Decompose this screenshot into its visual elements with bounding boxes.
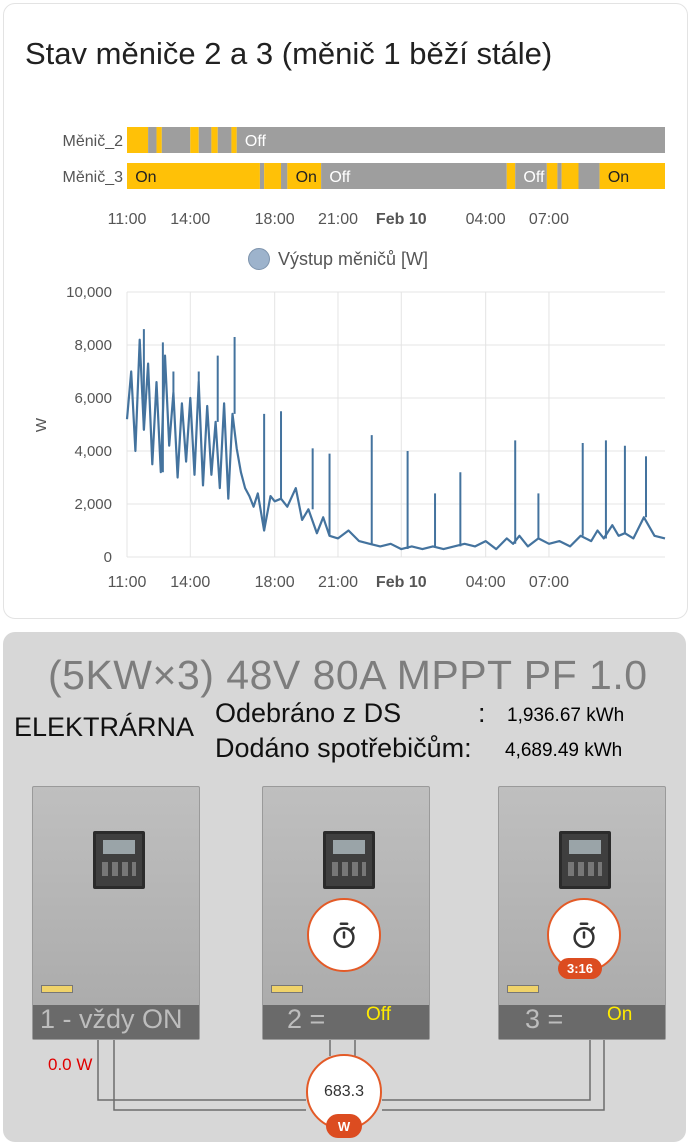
timeline-segment-off — [236, 127, 665, 153]
legend-label: Výstup měničů [W] — [278, 248, 429, 269]
output-power-value: 683.3 — [323, 1083, 365, 1100]
x-tick-label: Feb 10 — [376, 574, 427, 591]
load-delivered-value[interactable]: 4,689.49 kWh — [505, 740, 623, 761]
timeline-segment-off — [217, 127, 232, 153]
inverter-1-label: 1 - vždy ON — [40, 1004, 183, 1034]
output-power-unit-badge[interactable]: W — [326, 1114, 362, 1138]
timeline-segment-on — [211, 127, 218, 153]
timeline-state-label: On — [135, 169, 156, 186]
grid-import-value[interactable]: 1,936.67 kWh — [507, 705, 625, 726]
x-tick-label: 21:00 — [318, 574, 358, 591]
power-line-chart[interactable]: 0 2,000 4,000 6,000 8,000 10,000 11:00 14:00 18:… — [0, 280, 690, 600]
y-tick-label: 6,000 — [74, 390, 112, 407]
timeline-chart[interactable]: Měnič_2 Off Měnič_3 On On Off Off On 11:00 14:00 1… — [0, 110, 690, 235]
timeline-segment-on — [156, 127, 162, 153]
y-tick-label: 0 — [104, 549, 112, 566]
timeline-segment-on — [127, 163, 260, 189]
inverter-1-display — [93, 831, 145, 889]
timeline-state-label: Off — [523, 169, 545, 186]
timeline-segment-on — [190, 127, 199, 153]
inverter-1-base — [33, 1005, 199, 1039]
timeline-state-label: On — [608, 169, 629, 186]
timeline-segment-off — [557, 163, 562, 189]
timeline-segment-on — [506, 163, 516, 189]
x-tick-label: 14:00 — [170, 574, 210, 591]
timeline-segment-off — [148, 127, 157, 153]
inverter-3-display — [559, 831, 611, 889]
y-tick-label: 8,000 — [74, 337, 112, 354]
inverter-3-status: On — [607, 1004, 633, 1025]
timeline-x-tick: 21:00 — [318, 211, 358, 228]
timeline-row-label: Měnič_2 — [63, 133, 124, 150]
warning-label-icon — [41, 985, 73, 993]
inverter-2-base — [263, 1005, 429, 1039]
inverter-1-power[interactable]: 0.0 W — [48, 1055, 93, 1074]
x-tick-label: 11:00 — [108, 574, 147, 591]
inverter-3-label: 3 = — [525, 1004, 564, 1034]
inverter-3-base — [499, 1005, 665, 1039]
card-title: Stav měniče 2 a 3 (měnič 1 běží stále) — [25, 36, 553, 71]
inverter-2-timer-button[interactable] — [307, 898, 381, 972]
timeline-segment-on — [561, 163, 579, 189]
timeline-segment-off — [281, 163, 288, 189]
timeline-state-label: On — [296, 169, 317, 186]
inverter-1[interactable] — [32, 786, 200, 1040]
y-tick-label: 4,000 — [74, 443, 112, 460]
load-delivered-label: Dodáno spotřebičům: — [215, 733, 472, 763]
grid-import-colon: : — [478, 698, 486, 728]
warning-label-icon — [271, 985, 303, 993]
timer-icon — [573, 922, 595, 949]
history-card — [3, 3, 688, 619]
timer-remaining-badge[interactable]: 3:16 — [558, 958, 603, 979]
inverter-2-display — [323, 831, 375, 889]
timeline-x-tick: 04:00 — [466, 211, 506, 228]
timeline-segment-on — [231, 127, 237, 153]
grid-import-label: Odebráno z DS — [215, 698, 402, 728]
warning-label-icon — [507, 985, 539, 993]
timeline-segment-off — [515, 163, 547, 189]
timeline-x-tick: 14:00 — [170, 211, 210, 228]
timeline-segment-off — [161, 127, 191, 153]
x-tick-label: 04:00 — [466, 574, 506, 591]
timeline-x-tick: 11:00 — [108, 211, 147, 228]
chart-legend[interactable]: Výstup měničů [W] — [248, 248, 428, 270]
timeline-segment-on — [127, 127, 149, 153]
timeline-segment-off — [321, 163, 507, 189]
x-tick-label: 18:00 — [255, 574, 295, 591]
timeline-state-label: Off — [245, 133, 267, 150]
timeline-state-label: Off — [329, 169, 351, 186]
timer-icon — [333, 922, 355, 949]
timeline-segment-off — [578, 163, 600, 189]
timeline-x-tick: Feb 10 — [376, 211, 427, 228]
timeline-segment-on — [599, 163, 665, 189]
timeline-x-tick: 18:00 — [255, 211, 295, 228]
inverter-2-label: 2 = — [287, 1004, 326, 1034]
timeline-segment-off — [259, 163, 265, 189]
power-series-line — [125, 338, 666, 551]
y-tick-label: 10,000 — [66, 284, 112, 301]
timeline-segment-on — [287, 163, 322, 189]
legend-swatch-icon — [248, 248, 270, 270]
plant-title: (5KW×3) 48V 80A MPPT PF 1.0 — [48, 652, 648, 698]
inverter-2-status: Off — [366, 1004, 391, 1025]
x-tick-label: 07:00 — [529, 574, 569, 591]
y-tick-label: 2,000 — [74, 496, 112, 513]
timeline-x-tick: 07:00 — [529, 211, 569, 228]
timeline-segment-on — [546, 163, 558, 189]
timeline-segment-off — [198, 127, 212, 153]
timeline-row-label: Měnič_3 — [63, 169, 124, 186]
plant-label: ELEKTRÁRNA — [14, 712, 195, 742]
y-axis-label: W — [33, 417, 50, 432]
timeline-segment-on — [264, 163, 282, 189]
